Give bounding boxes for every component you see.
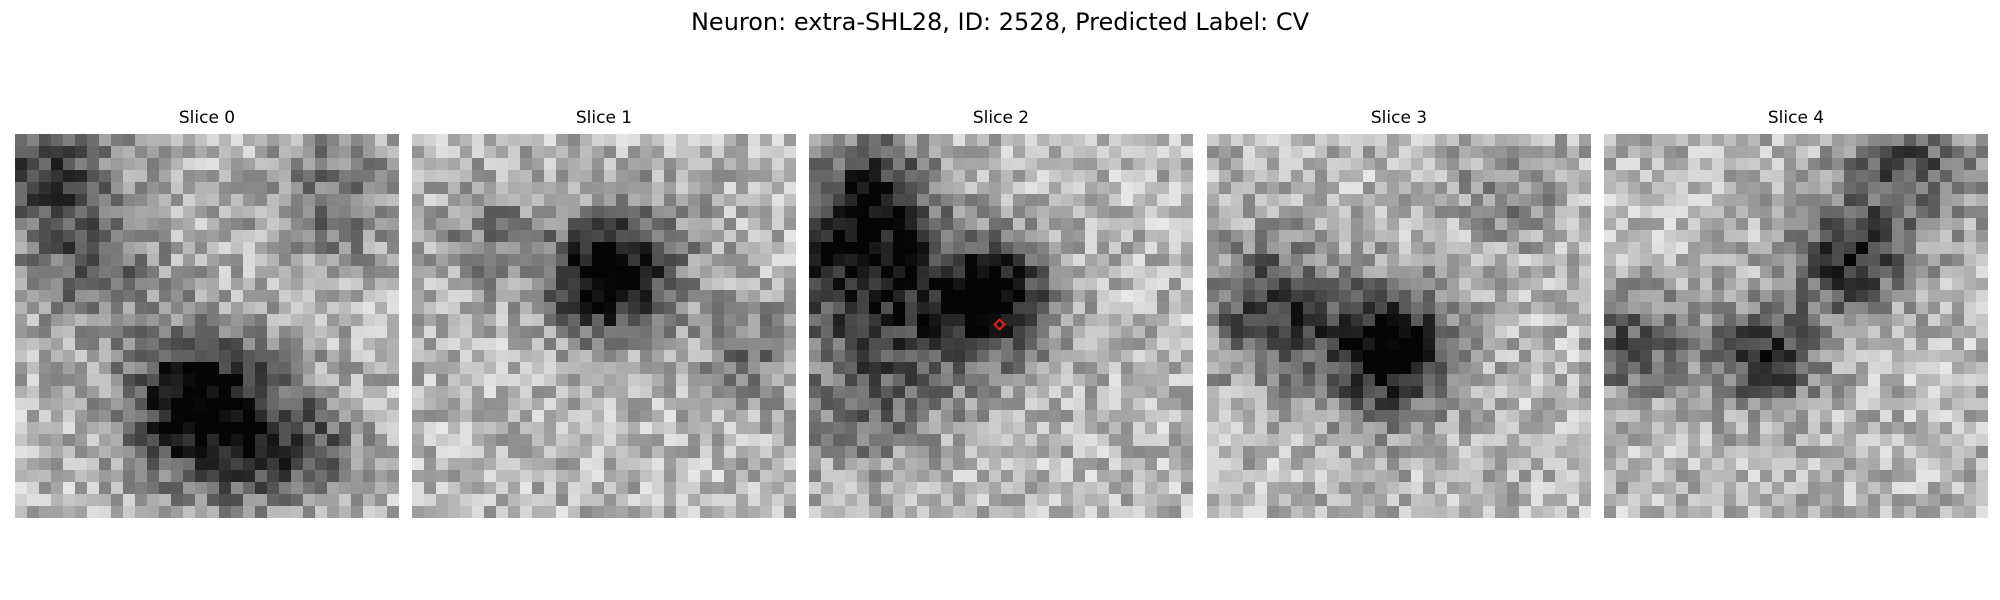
slice-4-title: Slice 4: [1767, 108, 1825, 128]
slice-4-image: [1604, 134, 1988, 518]
figure-title: Neuron: extra-SHL28, ID: 2528, Predicted…: [690, 8, 1310, 36]
slice-1-image: [412, 134, 796, 518]
slice-0-title: Slice 0: [178, 108, 236, 128]
slice-3-image: [1207, 134, 1591, 518]
slice-0-image: [15, 134, 399, 518]
slice-3-title: Slice 3: [1370, 108, 1428, 128]
slice-1-title: Slice 1: [575, 108, 633, 128]
slice-2-image: [809, 134, 1193, 518]
slice-2-title: Slice 2: [972, 108, 1030, 128]
